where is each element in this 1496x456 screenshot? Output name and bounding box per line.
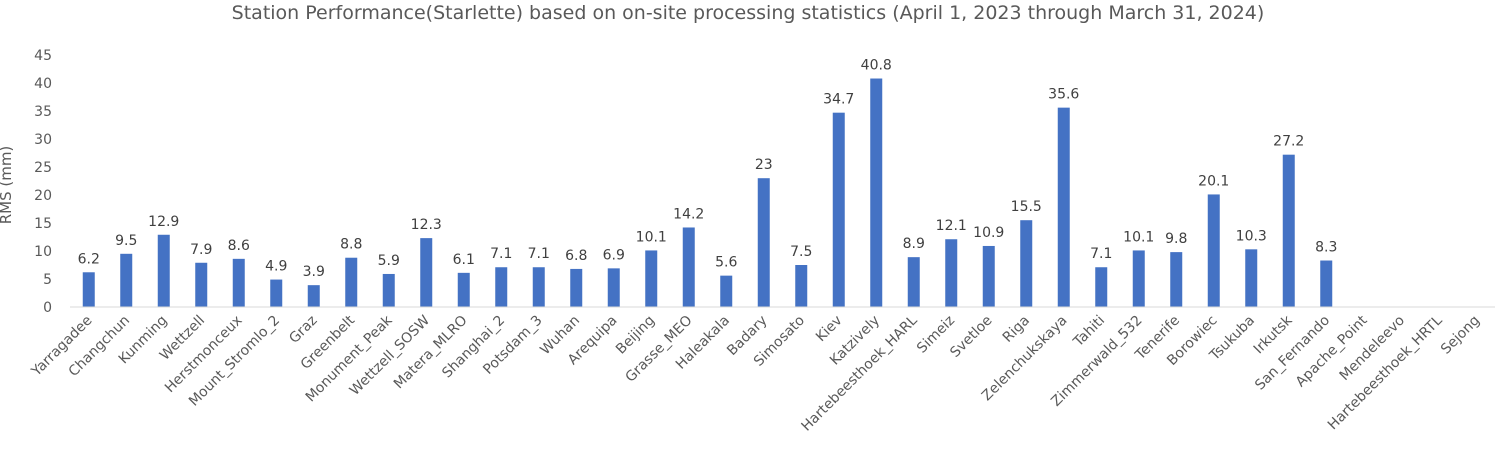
chart-title: Station Performance(Starlette) based on … xyxy=(231,2,1265,24)
bar xyxy=(907,257,920,307)
y-tick-label: 45 xyxy=(34,48,52,64)
data-label: 10.1 xyxy=(1123,229,1154,245)
bar xyxy=(270,279,283,307)
data-label: 7.1 xyxy=(1090,246,1112,262)
bar xyxy=(1132,250,1145,307)
bar xyxy=(1020,220,1033,307)
data-label: 6.1 xyxy=(453,252,475,268)
bar xyxy=(870,78,883,308)
bar xyxy=(1282,154,1295,307)
data-label: 10.1 xyxy=(636,229,667,245)
data-label: 35.6 xyxy=(1048,87,1079,103)
bar xyxy=(82,272,95,307)
y-tick-label: 40 xyxy=(34,76,52,92)
data-label: 7.5 xyxy=(790,244,812,260)
data-label: 12.3 xyxy=(411,217,442,233)
bar xyxy=(345,257,358,307)
data-labels: 6.2 9.5 12.9 7.9 8.6 4.9 3.9 8.8 5.9 12.3 6.1 7.1 7.… xyxy=(78,58,1338,281)
data-label: 6.2 xyxy=(78,251,100,267)
data-label: 5.6 xyxy=(715,255,737,271)
y-tick-label: 0 xyxy=(43,300,52,316)
x-tick-label: Svetloe xyxy=(947,313,995,361)
bar xyxy=(720,275,733,307)
data-label: 7.1 xyxy=(528,246,550,262)
bar xyxy=(1320,260,1333,307)
data-label: 6.8 xyxy=(565,248,587,264)
data-label: 9.8 xyxy=(1165,231,1187,247)
bar xyxy=(495,267,508,307)
data-label: 10.9 xyxy=(973,225,1004,241)
data-label: 10.3 xyxy=(1236,228,1267,244)
data-label: 15.5 xyxy=(1011,199,1042,215)
bar xyxy=(195,262,208,307)
y-tick-label: 25 xyxy=(34,160,52,176)
data-label: 14.2 xyxy=(673,206,704,222)
y-tick-label: 35 xyxy=(34,104,52,120)
data-label: 4.9 xyxy=(265,259,287,275)
data-label: 3.9 xyxy=(303,264,325,280)
data-label: 7.1 xyxy=(490,246,512,262)
data-label: 6.9 xyxy=(603,247,625,263)
bar xyxy=(1207,194,1220,307)
data-label: 8.6 xyxy=(228,238,250,254)
bar xyxy=(570,268,583,307)
data-label: 7.9 xyxy=(190,242,212,258)
data-label: 27.2 xyxy=(1273,134,1304,150)
bar xyxy=(1245,249,1258,307)
bar xyxy=(982,245,995,307)
bar xyxy=(532,267,545,307)
data-label: 8.8 xyxy=(340,237,362,253)
x-tick-label: Graz xyxy=(286,313,320,347)
data-label: 23 xyxy=(755,157,773,173)
bar xyxy=(645,250,658,307)
bar xyxy=(682,227,695,307)
y-tick-label: 30 xyxy=(34,132,52,148)
bar xyxy=(382,273,395,307)
data-label: 20.1 xyxy=(1198,173,1229,189)
bar xyxy=(757,178,770,307)
bars xyxy=(82,78,1333,308)
bar xyxy=(157,234,170,307)
bar xyxy=(307,285,320,307)
y-tick-label: 20 xyxy=(34,188,52,204)
x-tick-label: Kiev xyxy=(813,313,846,346)
y-tick-label: 10 xyxy=(34,244,52,260)
x-axis-labels: YarragadeeChangchunKunmingWettzellHerstm… xyxy=(28,312,1483,435)
bar xyxy=(607,268,620,307)
x-tick-label: Sejong xyxy=(1438,313,1483,358)
bar xyxy=(1057,107,1070,307)
data-label: 9.5 xyxy=(115,233,137,249)
bar xyxy=(420,238,433,307)
data-label: 8.3 xyxy=(1315,240,1337,256)
bar xyxy=(232,258,245,307)
data-label: 12.1 xyxy=(936,218,967,234)
data-label: 34.7 xyxy=(823,92,854,108)
bar xyxy=(795,265,808,307)
bar xyxy=(457,272,470,307)
bar xyxy=(945,239,958,307)
data-label: 40.8 xyxy=(861,58,892,74)
data-label: 8.9 xyxy=(903,236,925,252)
bar xyxy=(1095,267,1108,307)
x-tick-label: Riga xyxy=(1000,313,1033,346)
bar xyxy=(832,112,845,308)
bar xyxy=(1170,252,1183,307)
y-axis-ticks: 0 5 10 15 20 25 30 35 40 45 xyxy=(34,48,52,316)
bar xyxy=(120,253,133,307)
data-label: 12.9 xyxy=(148,214,179,230)
y-tick-label: 15 xyxy=(34,216,52,232)
y-tick-label: 5 xyxy=(43,272,52,288)
data-label: 5.9 xyxy=(378,253,400,269)
